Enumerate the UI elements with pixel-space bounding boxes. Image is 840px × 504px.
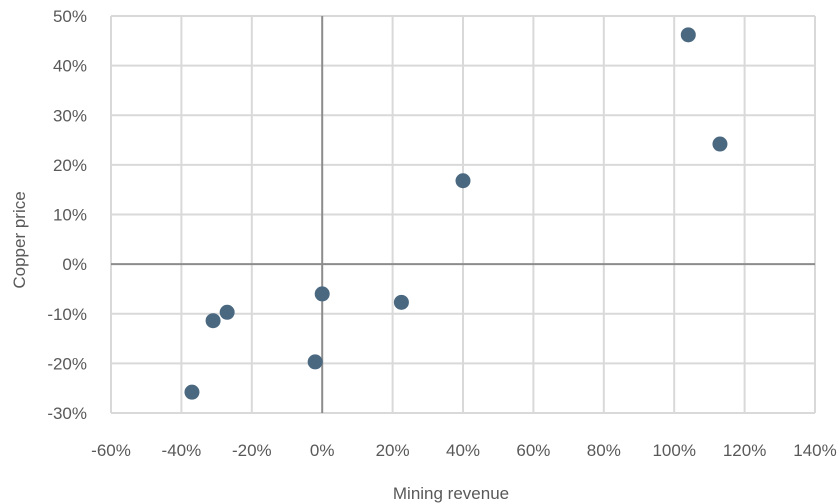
x-tick-label: 120% [723,441,766,460]
y-axis-title: Copper price [10,191,29,288]
data-point [680,27,696,43]
y-tick-label: 20% [53,156,87,175]
y-tick-label: 50% [53,7,87,26]
grid-layer [110,15,816,414]
x-tick-label: 60% [516,441,550,460]
x-tick-label: -60% [91,441,131,460]
x-tick-label: -20% [232,441,272,460]
y-tick-labels: 50% 40% 30% 20% 10% 0% -10% -20% -30% [47,7,87,423]
x-tick-labels: -60% -40% -20% 0% 20% 40% 60% 80% 100% 120% 140% [91,441,837,460]
y-tick-label: 30% [53,106,87,125]
x-tick-label: 140% [793,441,836,460]
zero-lines [111,16,815,413]
data-points [184,27,728,400]
x-tick-label: 0% [310,441,335,460]
data-point [314,286,330,302]
data-point [712,136,728,152]
y-tick-label: 10% [53,206,87,225]
y-tick-label: -10% [47,305,87,324]
x-tick-label: 100% [652,441,695,460]
y-tick-label: -20% [47,354,87,373]
x-tick-label: 40% [446,441,480,460]
data-point [184,384,200,400]
x-tick-label: -40% [162,441,202,460]
data-point [393,294,409,310]
data-point [455,173,471,189]
data-point [219,304,235,320]
x-tick-label: 20% [376,441,410,460]
x-axis-title: Mining revenue [393,484,509,503]
y-tick-label: -30% [47,404,87,423]
x-tick-label: 80% [587,441,621,460]
data-point [205,313,221,329]
y-tick-label: 40% [53,57,87,76]
data-point [307,354,323,370]
y-tick-label: 0% [62,255,87,274]
